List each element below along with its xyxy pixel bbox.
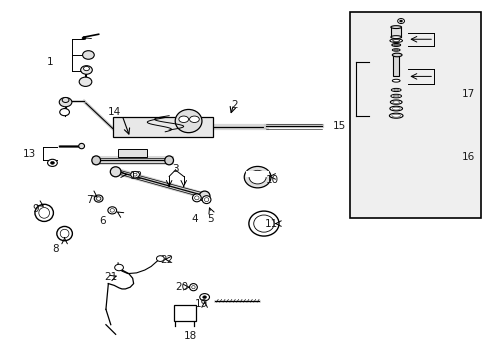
Ellipse shape (204, 198, 208, 202)
Ellipse shape (248, 170, 265, 184)
Ellipse shape (179, 116, 188, 122)
Circle shape (115, 264, 123, 271)
Ellipse shape (389, 100, 401, 104)
Circle shape (200, 294, 209, 301)
Text: 21: 21 (104, 272, 117, 282)
Ellipse shape (175, 109, 202, 133)
Text: 2: 2 (231, 100, 238, 110)
Circle shape (79, 77, 92, 86)
Text: 19: 19 (195, 299, 208, 309)
Ellipse shape (390, 88, 400, 91)
Bar (392, 55, 398, 76)
Ellipse shape (199, 191, 209, 201)
Circle shape (81, 66, 92, 74)
Circle shape (133, 173, 137, 176)
Circle shape (399, 20, 402, 22)
Text: 20: 20 (175, 282, 188, 292)
Ellipse shape (92, 156, 101, 165)
Ellipse shape (393, 44, 398, 46)
Circle shape (82, 51, 94, 59)
Text: 17: 17 (461, 89, 474, 99)
Text: 13: 13 (23, 149, 36, 159)
Text: 1: 1 (46, 57, 53, 67)
Circle shape (130, 171, 139, 178)
Ellipse shape (393, 89, 398, 91)
Circle shape (397, 18, 404, 23)
Circle shape (156, 256, 164, 261)
Text: 15: 15 (332, 121, 345, 131)
Text: 3: 3 (172, 164, 179, 174)
Ellipse shape (389, 39, 402, 42)
Bar (246, 171, 268, 177)
Text: 10: 10 (265, 175, 279, 185)
Ellipse shape (96, 197, 101, 201)
Text: 18: 18 (183, 332, 196, 342)
Ellipse shape (390, 94, 401, 98)
Ellipse shape (35, 204, 53, 221)
Text: 7: 7 (86, 195, 93, 204)
Ellipse shape (388, 113, 402, 118)
Ellipse shape (194, 196, 199, 200)
Ellipse shape (110, 167, 121, 177)
Ellipse shape (391, 49, 399, 51)
Circle shape (59, 98, 72, 107)
Ellipse shape (391, 53, 401, 57)
Ellipse shape (192, 194, 201, 202)
Ellipse shape (60, 229, 69, 238)
Text: 9: 9 (32, 203, 39, 213)
Ellipse shape (57, 226, 72, 241)
Bar (113, 117, 212, 137)
Bar (118, 149, 147, 157)
Ellipse shape (391, 114, 400, 117)
Bar (390, 27, 400, 37)
Text: 4: 4 (191, 214, 198, 224)
Text: 5: 5 (207, 214, 213, 224)
Ellipse shape (79, 143, 84, 149)
Circle shape (62, 98, 69, 103)
Ellipse shape (110, 208, 114, 212)
Ellipse shape (244, 166, 270, 188)
Circle shape (83, 66, 89, 71)
Circle shape (82, 37, 86, 40)
Bar (350, 12, 480, 217)
Circle shape (202, 296, 206, 298)
Ellipse shape (202, 196, 210, 203)
Ellipse shape (391, 79, 399, 82)
Ellipse shape (189, 284, 197, 291)
Ellipse shape (392, 101, 399, 103)
Text: 22: 22 (160, 255, 173, 265)
Circle shape (60, 109, 69, 116)
Circle shape (50, 161, 54, 164)
Text: 11: 11 (264, 219, 277, 229)
Ellipse shape (391, 44, 400, 46)
Bar (174, 305, 196, 321)
Ellipse shape (191, 285, 195, 289)
Circle shape (47, 159, 57, 166)
Text: 14: 14 (107, 107, 121, 117)
Ellipse shape (393, 49, 397, 51)
Text: 12: 12 (130, 171, 143, 181)
Text: 6: 6 (99, 216, 105, 226)
Ellipse shape (248, 211, 279, 236)
Ellipse shape (164, 156, 173, 165)
Ellipse shape (189, 116, 199, 122)
Text: 16: 16 (461, 152, 474, 162)
Ellipse shape (94, 195, 103, 202)
Ellipse shape (392, 95, 398, 97)
Ellipse shape (108, 207, 116, 214)
Ellipse shape (390, 26, 401, 28)
Ellipse shape (390, 36, 401, 39)
Ellipse shape (389, 106, 402, 111)
Ellipse shape (39, 207, 49, 218)
Text: 8: 8 (52, 244, 59, 253)
Ellipse shape (392, 40, 399, 42)
Ellipse shape (391, 107, 399, 110)
Ellipse shape (253, 215, 274, 232)
